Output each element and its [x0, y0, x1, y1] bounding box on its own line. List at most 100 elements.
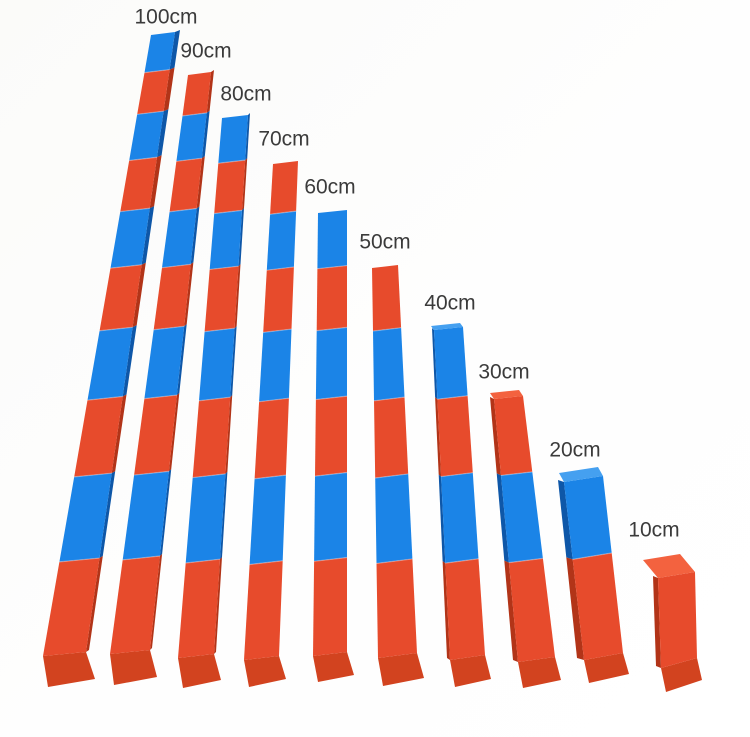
- segment-seam: [259, 397, 289, 403]
- rod-top-face: [490, 390, 523, 399]
- segment-seam: [87, 395, 123, 401]
- rod-side-face: [504, 560, 518, 662]
- segment-seam: [198, 396, 231, 402]
- rod-front-segment: [137, 69, 170, 115]
- rod-front-segment: [437, 395, 473, 477]
- rod-bottom-face: [584, 653, 629, 683]
- segment-seam: [315, 395, 348, 401]
- rod-90cm: 90cm: [110, 40, 232, 685]
- segment-seam: [182, 112, 207, 117]
- rod-side-face: [220, 471, 228, 560]
- segment-seam: [59, 557, 100, 563]
- segment-seam: [209, 265, 239, 271]
- segment-seam: [122, 555, 160, 561]
- segment-seam: [269, 210, 297, 215]
- rod-front-segment: [266, 211, 297, 271]
- segment-seam: [161, 263, 191, 269]
- segment-seam: [376, 558, 413, 565]
- segment-seam: [372, 327, 402, 332]
- rod-front-segment: [204, 266, 239, 332]
- rod-front-segment: [501, 471, 543, 563]
- rod-side-face: [150, 554, 163, 650]
- rod-bottom-face: [378, 653, 424, 686]
- rod-front-segment: [441, 472, 479, 564]
- rod-front-segment: [314, 472, 347, 562]
- rod-front-segment: [249, 475, 286, 565]
- rod-front-segment: [129, 111, 164, 161]
- rod-front-segment: [134, 395, 177, 475]
- rod-side-face: [168, 393, 180, 472]
- rod-top-face: [643, 554, 695, 578]
- segment-seam: [137, 110, 164, 115]
- rod-side-face: [159, 469, 172, 556]
- rod-front-segment: [214, 160, 246, 214]
- segment-seam: [144, 68, 170, 74]
- rod-label-90cm: 90cm: [180, 40, 231, 63]
- rod-front-segment: [176, 112, 207, 162]
- segment-seam: [441, 472, 473, 478]
- rod-front-segment: [182, 72, 211, 116]
- rod-front-segment: [313, 557, 347, 656]
- rod-side-face: [149, 155, 162, 209]
- rod-front-segment: [572, 553, 623, 660]
- rod-front-segment: [508, 558, 555, 662]
- rod-front-segment: [144, 326, 185, 399]
- rod-side-face: [206, 70, 214, 113]
- rod-side-face: [432, 328, 438, 400]
- segment-seam: [176, 157, 202, 162]
- rod-bottom-face: [178, 654, 221, 688]
- rod-side-face: [157, 109, 169, 158]
- rod-60cm: 60cm: [304, 176, 356, 682]
- segment-seam: [144, 394, 177, 400]
- rod-front-segment: [374, 397, 409, 478]
- rod-label-60cm: 60cm: [304, 176, 355, 199]
- rod-front-segment: [263, 267, 294, 333]
- segment-seam: [437, 395, 468, 400]
- rod-side-face: [184, 262, 194, 327]
- rod-front-segment: [270, 161, 298, 215]
- segment-seam: [266, 266, 295, 271]
- rod-front-segment: [162, 208, 197, 268]
- segment-seam: [375, 473, 409, 479]
- rod-front-segment: [199, 328, 235, 401]
- rod-40cm: 40cm: [424, 292, 491, 687]
- rod-label-40cm: 40cm: [424, 292, 475, 315]
- rod-side-face: [190, 206, 200, 265]
- rod-20cm: 20cm: [549, 439, 629, 683]
- rod-front-segment: [315, 396, 347, 477]
- rod-front-segment: [244, 560, 283, 660]
- rod-side-face: [653, 576, 661, 668]
- rod-front-segment: [445, 558, 485, 660]
- rod-front-segment: [434, 327, 468, 400]
- rod-label-80cm: 80cm: [220, 83, 271, 106]
- rod-side-face: [201, 110, 210, 159]
- rod-front-segment: [192, 397, 231, 478]
- rod-front-segment: [74, 396, 123, 477]
- segment-seam: [99, 326, 133, 332]
- segment-seam: [134, 470, 169, 476]
- rod-side-face: [442, 561, 450, 660]
- rod-front-segment: [178, 559, 220, 658]
- rod-side-face: [566, 557, 584, 660]
- rod-side-face: [230, 326, 237, 398]
- rod-bottom-face: [244, 656, 286, 687]
- rod-front-segment: [564, 476, 612, 560]
- rod-front-segment: [99, 264, 142, 331]
- rod-side-face: [196, 156, 205, 209]
- rod-side-face: [99, 471, 116, 558]
- rod-label-20cm: 20cm: [549, 439, 600, 462]
- rod-bottom-face: [110, 650, 157, 685]
- rod-front-segment: [317, 210, 347, 269]
- rod-front-segment: [375, 473, 413, 564]
- rod-10cm: 10cm: [628, 519, 702, 692]
- segment-seam: [74, 472, 112, 478]
- rod-side-face: [214, 557, 222, 654]
- rod-front-segment: [122, 471, 169, 560]
- segment-seam: [254, 474, 287, 480]
- rod-front-segment: [153, 264, 191, 330]
- rod-front-segment: [59, 473, 112, 562]
- rod-side-face: [176, 324, 187, 396]
- rod-side-face: [141, 206, 155, 265]
- rod-side-face: [245, 113, 250, 161]
